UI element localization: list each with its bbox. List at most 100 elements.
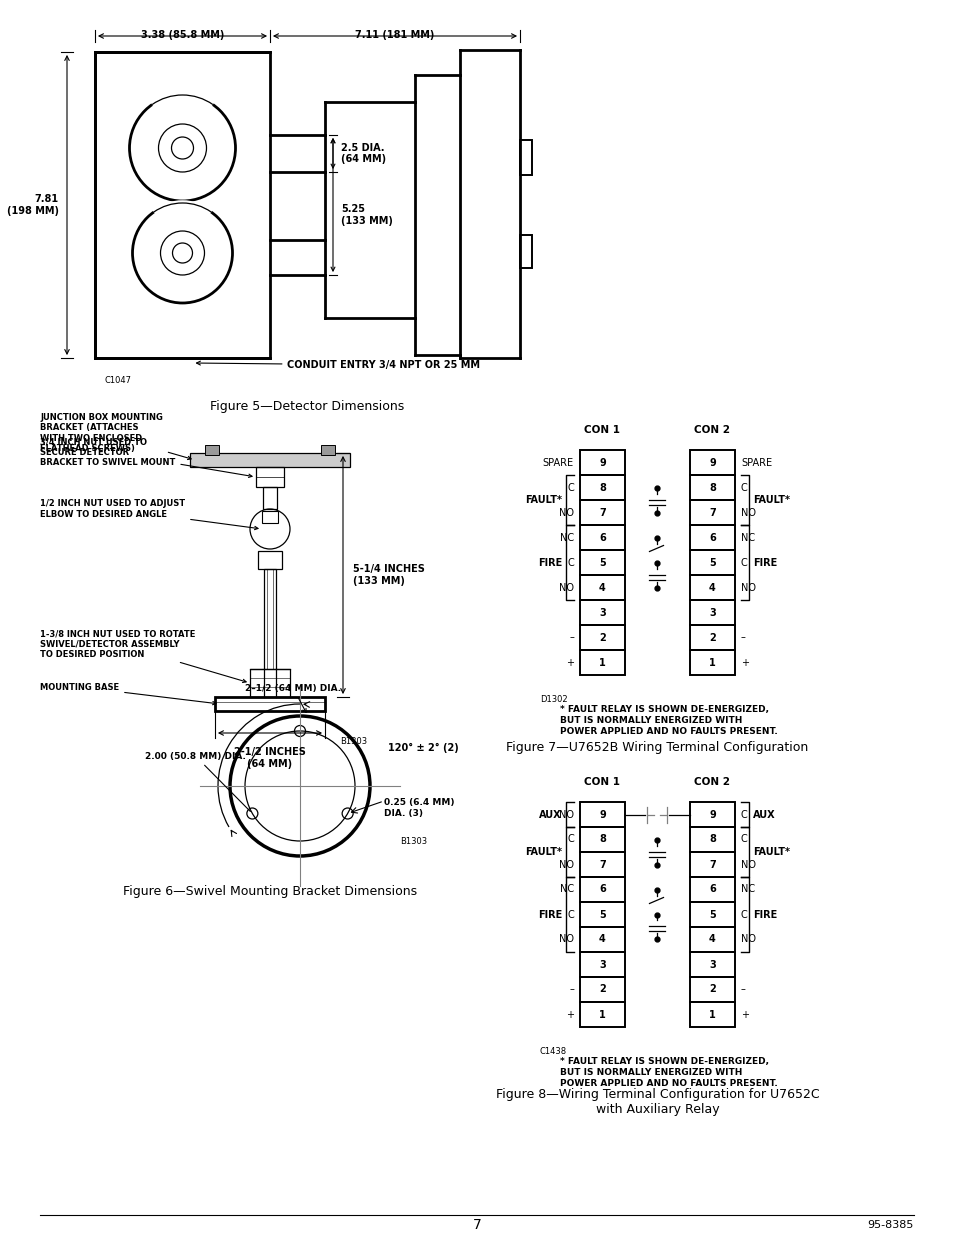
Text: 7: 7 xyxy=(598,860,605,869)
Text: 2-1/2 INCHES
(64 MM): 2-1/2 INCHES (64 MM) xyxy=(233,747,306,768)
Text: SPARE: SPARE xyxy=(740,457,771,468)
Text: 120° ± 2° (2): 120° ± 2° (2) xyxy=(388,743,458,753)
Text: 2.5 DIA.
(64 MM): 2.5 DIA. (64 MM) xyxy=(340,143,386,164)
Text: AUX: AUX xyxy=(752,809,775,820)
Text: +: + xyxy=(565,1009,574,1020)
Text: 2: 2 xyxy=(598,984,605,994)
Text: C1438: C1438 xyxy=(539,1047,566,1056)
Bar xyxy=(689,525,734,550)
Text: 8: 8 xyxy=(708,835,715,845)
Text: * FAULT RELAY IS SHOWN DE-ENERGIZED,
BUT IS NORMALLY ENERGIZED WITH
POWER APPLIE: * FAULT RELAY IS SHOWN DE-ENERGIZED, BUT… xyxy=(559,705,777,736)
Text: CON 2: CON 2 xyxy=(694,777,730,787)
Text: C: C xyxy=(567,557,574,568)
Text: JUNCTION BOX MOUNTING
BRACKET (ATTACHES
WITH TWO ENCLOSED
FLATHEAD SCREWS): JUNCTION BOX MOUNTING BRACKET (ATTACHES … xyxy=(40,412,191,459)
Text: 2.00 (50.8 MM) DIA.: 2.00 (50.8 MM) DIA. xyxy=(145,752,250,811)
Text: 9: 9 xyxy=(708,457,715,468)
Text: * FAULT RELAY IS SHOWN DE-ENERGIZED,
BUT IS NORMALLY ENERGIZED WITH
POWER APPLIE: * FAULT RELAY IS SHOWN DE-ENERGIZED, BUT… xyxy=(559,1057,777,1088)
Text: NO: NO xyxy=(558,860,574,869)
Bar xyxy=(689,852,734,877)
Bar xyxy=(190,453,350,467)
Text: 3.38 (85.8 MM): 3.38 (85.8 MM) xyxy=(141,30,224,40)
Bar xyxy=(579,827,624,852)
Text: FIRE: FIRE xyxy=(752,909,777,920)
Text: 7.11 (181 MM): 7.11 (181 MM) xyxy=(355,30,435,40)
Text: AUX: AUX xyxy=(538,809,561,820)
Bar xyxy=(250,669,290,697)
Text: –: – xyxy=(569,632,574,642)
Text: 6: 6 xyxy=(598,532,605,542)
Text: NO: NO xyxy=(558,935,574,945)
Text: NC: NC xyxy=(740,532,755,542)
Bar xyxy=(214,697,325,711)
Bar xyxy=(689,902,734,927)
Bar xyxy=(689,952,734,977)
Text: 3: 3 xyxy=(708,608,715,618)
Text: 7: 7 xyxy=(472,1218,481,1233)
Text: 3: 3 xyxy=(708,960,715,969)
Text: FIRE: FIRE xyxy=(537,909,561,920)
Bar xyxy=(689,475,734,500)
Text: –: – xyxy=(740,632,745,642)
Bar xyxy=(689,625,734,650)
Text: 4: 4 xyxy=(708,935,715,945)
Text: 4: 4 xyxy=(708,583,715,593)
Bar xyxy=(257,551,282,569)
Text: 9: 9 xyxy=(598,809,605,820)
Text: NO: NO xyxy=(740,935,755,945)
Bar xyxy=(579,450,624,475)
Text: C: C xyxy=(567,835,574,845)
Bar xyxy=(205,445,219,454)
Text: B1303: B1303 xyxy=(399,836,427,846)
Bar xyxy=(579,525,624,550)
Text: 5: 5 xyxy=(708,557,715,568)
Text: 8: 8 xyxy=(598,483,605,493)
Text: 6: 6 xyxy=(708,532,715,542)
Bar xyxy=(689,650,734,676)
Bar xyxy=(689,977,734,1002)
Text: +: + xyxy=(565,657,574,667)
Bar xyxy=(689,927,734,952)
Text: NC: NC xyxy=(559,884,574,894)
Bar xyxy=(579,650,624,676)
Text: 4: 4 xyxy=(598,935,605,945)
Bar xyxy=(262,511,277,522)
Text: FAULT*: FAULT* xyxy=(752,495,789,505)
Text: +: + xyxy=(740,1009,748,1020)
Text: NO: NO xyxy=(558,583,574,593)
Bar xyxy=(579,877,624,902)
Text: NO: NO xyxy=(740,508,755,517)
Text: 1: 1 xyxy=(708,657,715,667)
Text: 6: 6 xyxy=(708,884,715,894)
Text: B1303: B1303 xyxy=(339,736,367,746)
Text: FAULT*: FAULT* xyxy=(524,847,561,857)
Text: +: + xyxy=(740,657,748,667)
Text: 5.25
(133 MM): 5.25 (133 MM) xyxy=(340,204,393,226)
Text: SPARE: SPARE xyxy=(542,457,574,468)
Text: –: – xyxy=(740,984,745,994)
Bar xyxy=(579,902,624,927)
Text: 2: 2 xyxy=(598,632,605,642)
Text: NC: NC xyxy=(740,884,755,894)
Text: NC: NC xyxy=(559,532,574,542)
Text: 6: 6 xyxy=(598,884,605,894)
Text: NO: NO xyxy=(558,809,574,820)
Text: 1/2 INCH NUT USED TO ADJUST
ELBOW TO DESIRED ANGLE: 1/2 INCH NUT USED TO ADJUST ELBOW TO DES… xyxy=(40,499,257,530)
Bar xyxy=(519,140,532,175)
Bar xyxy=(320,445,335,454)
Text: C: C xyxy=(740,557,747,568)
Text: 3: 3 xyxy=(598,608,605,618)
Text: –: – xyxy=(569,984,574,994)
Bar xyxy=(579,852,624,877)
Bar xyxy=(255,467,284,487)
Bar xyxy=(689,877,734,902)
Bar xyxy=(579,977,624,1002)
Text: 1-3/8 INCH NUT USED TO ROTATE
SWIVEL/DETECTOR ASSEMBLY
TO DESIRED POSITION: 1-3/8 INCH NUT USED TO ROTATE SWIVEL/DET… xyxy=(40,629,246,683)
Text: 1: 1 xyxy=(598,657,605,667)
Bar xyxy=(689,550,734,576)
Text: CON 1: CON 1 xyxy=(584,425,619,435)
Text: 1: 1 xyxy=(598,1009,605,1020)
Text: 2: 2 xyxy=(708,984,715,994)
Text: Figure 8—Wiring Terminal Configuration for U7652C
with Auxiliary Relay: Figure 8—Wiring Terminal Configuration f… xyxy=(496,1088,819,1116)
Text: 7: 7 xyxy=(598,508,605,517)
Text: NO: NO xyxy=(740,860,755,869)
